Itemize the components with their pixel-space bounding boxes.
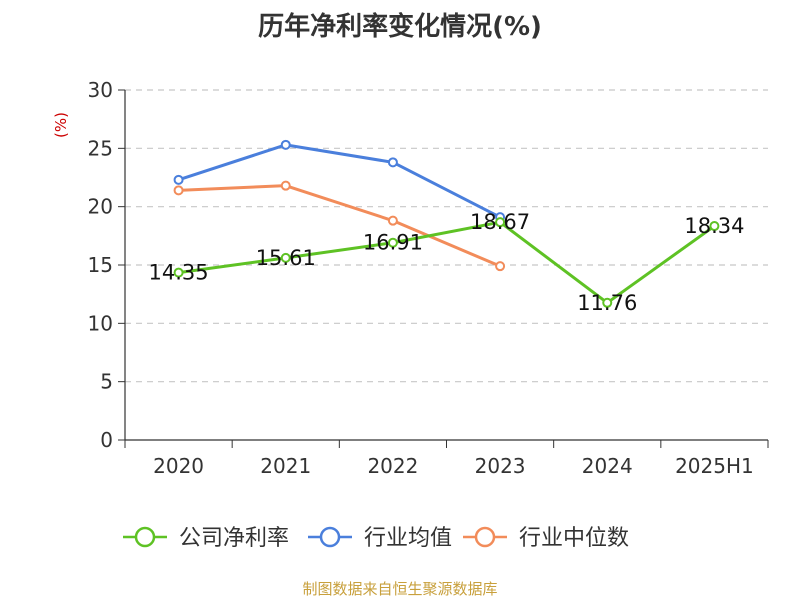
series-lines	[173, 139, 720, 308]
y-tick-label: 15	[88, 253, 113, 277]
y-tick-label: 5	[100, 370, 113, 394]
series-line	[178, 220, 716, 305]
series-line	[178, 143, 501, 219]
legend-marker	[474, 526, 496, 548]
legend-label: 行业均值	[364, 526, 452, 551]
legend-marker	[134, 526, 156, 548]
data-label: 15.61	[256, 246, 316, 270]
data-point	[387, 157, 398, 168]
x-tick-label: 2025H1	[675, 454, 754, 478]
data-point	[387, 215, 398, 226]
y-tick-label: 30	[88, 78, 113, 102]
data-point	[495, 261, 506, 272]
data-point	[173, 185, 184, 196]
data-point	[709, 221, 720, 232]
x-tick-label: 2024	[582, 454, 633, 478]
data-point	[173, 267, 184, 278]
data-labels: 14.35 15.61 16.91 18.67 11.76 18.34	[149, 210, 745, 315]
y-tick-label: 0	[100, 428, 113, 452]
data-label: 14.35	[149, 261, 209, 285]
y-tick-label: 10	[88, 311, 113, 335]
x-tick-label: 2020	[153, 454, 204, 478]
x-tick-label: 2023	[475, 454, 526, 478]
y-tick-label: 20	[88, 195, 113, 219]
chart-title: 历年净利率变化情况(%)	[258, 12, 542, 42]
data-label: 16.91	[363, 231, 423, 255]
data-point	[280, 180, 291, 191]
series-1	[173, 139, 506, 223]
legend-marker	[319, 526, 341, 548]
data-point	[387, 237, 398, 248]
data-label: 11.76	[577, 291, 637, 315]
legend-item-0: 公司净利率	[123, 526, 289, 551]
data-point	[173, 174, 184, 185]
y-tick-label: 25	[88, 136, 113, 160]
legend-item-1: 行业均值	[308, 526, 452, 551]
data-point	[495, 217, 506, 228]
data-label: 18.34	[684, 214, 744, 238]
legend-label: 公司净利率	[179, 526, 289, 551]
series-0	[173, 217, 720, 308]
x-tick-label: 2022	[367, 454, 418, 478]
grid-lines	[125, 89, 768, 383]
legend-label: 行业中位数	[519, 526, 629, 551]
series-line	[178, 184, 501, 268]
legend-item-2: 行业中位数	[463, 526, 629, 551]
axes: 0 5 10 15 20 25 30 2020 2021 2022 2023 2024 2025H1	[88, 78, 769, 478]
data-label: 18.67	[470, 210, 530, 234]
x-tick-label: 2021	[260, 454, 311, 478]
legend: 公司净利率 行业均值 行业中位数	[123, 526, 629, 551]
source-note: 制图数据来自恒生聚源数据库	[302, 580, 498, 598]
data-point	[280, 252, 291, 263]
data-point	[280, 139, 291, 150]
y-axis-label: (%)	[52, 112, 70, 138]
series-2	[173, 180, 506, 272]
data-point	[602, 297, 613, 308]
